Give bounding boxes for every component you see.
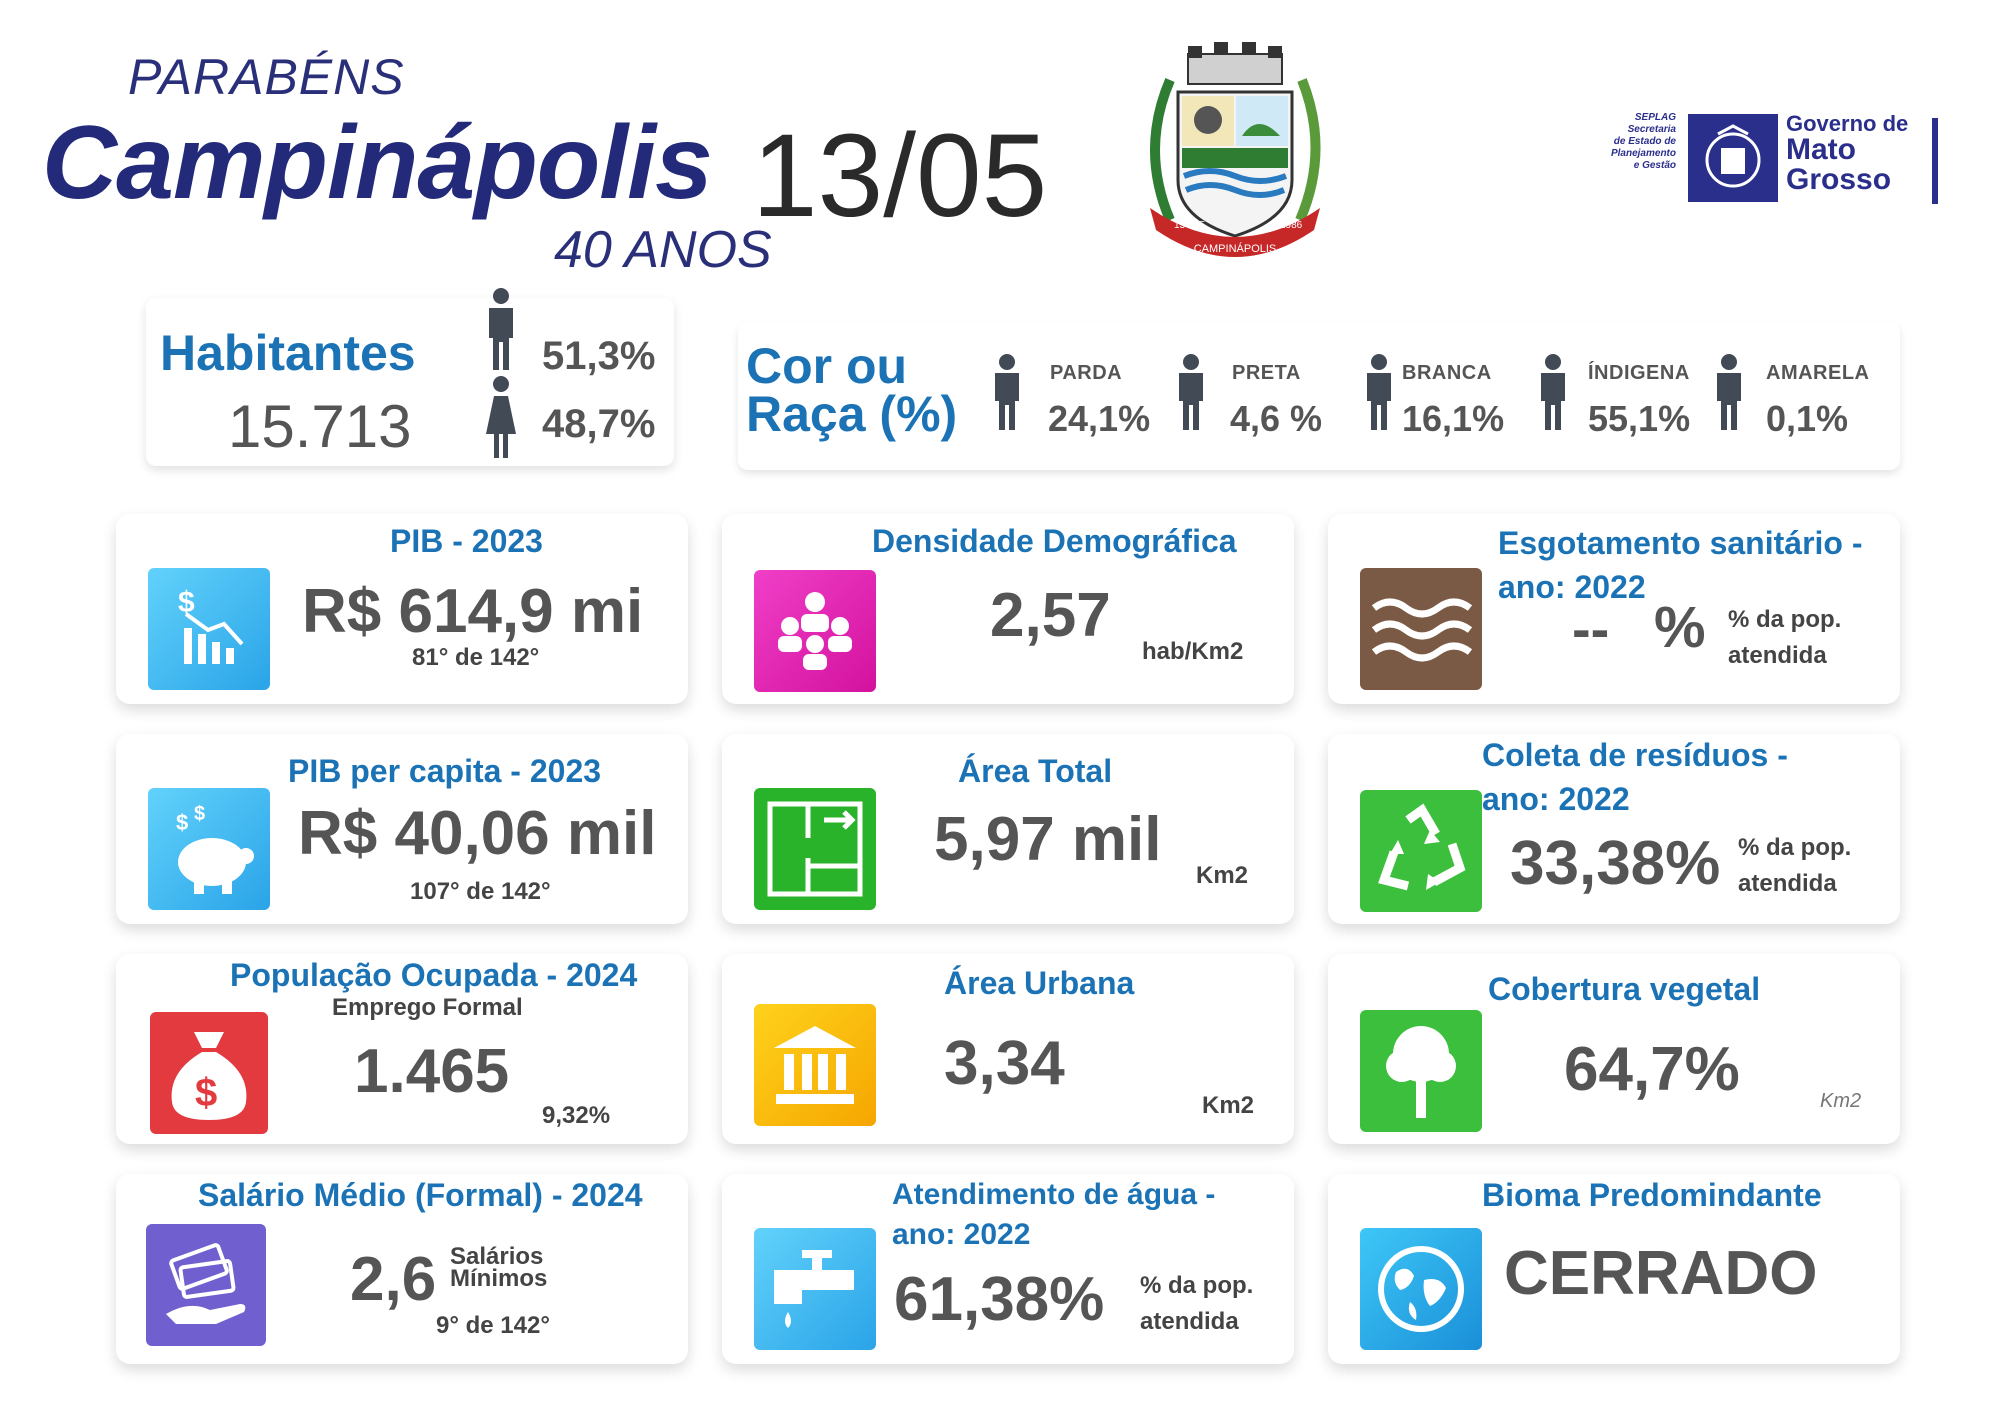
- male-icon: [484, 288, 518, 375]
- race-label: BRANCA: [1402, 362, 1492, 384]
- person-icon: [1179, 354, 1203, 430]
- salario-unit: Salários Mínimos: [450, 1243, 548, 1292]
- card-populacao-ocupada: População Ocupada - 2024 Emprego Formal …: [116, 954, 688, 1144]
- race-value: 55,1%: [1588, 398, 1691, 439]
- area-urbana-unit: Km2: [1202, 1092, 1255, 1119]
- crest-year: 1986: [1280, 220, 1303, 231]
- person-icon: [1717, 354, 1741, 430]
- female-percentage: 48,7%: [542, 402, 656, 446]
- population-panel: [146, 298, 674, 466]
- anniversary-date: 13/05: [752, 110, 1048, 242]
- population-value: 15.713: [228, 393, 412, 460]
- people-group-icon: [754, 570, 876, 692]
- card-atendimento-agua: Atendimento de água - ano: 2022 61,38% %…: [722, 1174, 1294, 1364]
- race-label: PARDA: [1050, 362, 1123, 384]
- pop-ocupada-subtitle: Emprego Formal: [332, 994, 523, 1021]
- anniversary-years: 40 ANOS: [554, 221, 772, 279]
- area-total-unit: Km2: [1196, 862, 1249, 889]
- person-icon: [995, 354, 1019, 430]
- water-tap-icon: [754, 1228, 876, 1350]
- race-value: 16,1%: [1402, 398, 1505, 439]
- residuos-unit-line2: atendida: [1738, 870, 1837, 897]
- pop-ocupada-value: 1.465: [354, 1037, 510, 1106]
- municipal-coat-of-arms: 13 - 05 1986 CAMPINÁPOLIS: [1130, 40, 1340, 270]
- globe-icon: [1360, 1228, 1482, 1350]
- pib-rank: 81° de 142°: [412, 644, 540, 671]
- svg-text:$: $: [195, 1071, 217, 1115]
- svg-text:$: $: [194, 803, 205, 825]
- money-bag-icon: $: [150, 1012, 268, 1134]
- residuos-unit-line1: % da pop.: [1738, 834, 1852, 861]
- salario-rank: 9° de 142°: [436, 1312, 550, 1339]
- race-value: 24,1%: [1048, 398, 1151, 439]
- svg-text:$: $: [178, 586, 195, 619]
- esgoto-percent-sign: %: [1654, 595, 1706, 660]
- person-icon: [1541, 354, 1565, 430]
- residuos-value: 33,38%: [1510, 829, 1721, 898]
- agua-value: 61,38%: [894, 1265, 1105, 1334]
- card-densidade: Densidade Demográfica 2,57 hab/Km2: [722, 514, 1294, 704]
- female-icon: [484, 376, 518, 463]
- pib-value: R$ 614,9 mi: [302, 577, 644, 646]
- card-pib-capita: PIB per capita - 2023 $ $ R$ 40,06 mil 1…: [116, 734, 688, 924]
- pop-ocupada-percent: 9,32%: [542, 1102, 611, 1129]
- bank-building-icon: [754, 1004, 876, 1126]
- esgoto-unit-line2: atendida: [1728, 642, 1827, 669]
- race-title: Cor ou Raça (%): [746, 338, 958, 442]
- tree-icon: [1360, 1010, 1482, 1132]
- pib-capita-rank: 107° de 142°: [410, 878, 551, 905]
- city-name: Campinápolis: [42, 105, 713, 221]
- recycle-icon: [1360, 790, 1482, 912]
- densidade-value: 2,57: [990, 581, 1111, 650]
- card-bioma: Bioma Predomindante CERRADO: [1328, 1174, 1900, 1364]
- chart-down-dollar-icon: $: [148, 568, 270, 690]
- population-title: Habitantes: [160, 325, 416, 381]
- area-total-value: 5,97 mil: [934, 805, 1162, 874]
- person-icon: [1367, 354, 1391, 430]
- svg-text:$: $: [176, 810, 188, 835]
- vegetal-value: 64,7%: [1564, 1035, 1740, 1104]
- piggy-bank-icon: $ $: [148, 788, 270, 910]
- male-percentage: 51,3%: [542, 334, 656, 378]
- race-panel: [738, 322, 1900, 470]
- race-label: ÍNDIGENA: [1588, 362, 1690, 384]
- card-residuos: Coleta de resíduos - ano: 2022 33,38% % …: [1328, 734, 1900, 924]
- card-cobertura-vegetal: Cobertura vegetal 64,7% Km2: [1328, 954, 1900, 1144]
- card-area-urbana: Área Urbana 3,34 Km2: [722, 954, 1294, 1144]
- race-label: PRETA: [1232, 362, 1301, 384]
- greeting: PARABÉNS: [128, 49, 405, 105]
- crest-name: CAMPINÁPOLIS: [1194, 242, 1277, 255]
- waves-icon: [1360, 568, 1482, 690]
- race-label: AMARELA: [1766, 362, 1870, 384]
- card-salario-medio: Salário Médio (Formal) - 2024 2,6 Salári…: [116, 1174, 688, 1364]
- esgoto-value: --: [1572, 597, 1610, 660]
- esgoto-unit-line1: % da pop.: [1728, 606, 1842, 633]
- vegetal-unit: Km2: [1820, 1090, 1862, 1112]
- agua-unit-line2: atendida: [1140, 1308, 1239, 1335]
- card-area-total: Área Total 5,97 mil Km2: [722, 734, 1294, 924]
- agua-unit-line1: % da pop.: [1140, 1272, 1254, 1299]
- crest-left-date: 13 - 05: [1174, 220, 1206, 231]
- bioma-value: CERRADO: [1504, 1239, 1818, 1308]
- race-value: 4,6 %: [1230, 398, 1323, 439]
- card-pib: PIB - 2023 $ R$ 614,9 mi 81° de 142°: [116, 514, 688, 704]
- cash-hand-icon: [146, 1224, 266, 1346]
- government-logo: SEPLAG Secretaria de Estado de Planejame…: [1600, 112, 1940, 212]
- card-esgotamento: Esgotamento sanitário - ano: 2022 -- % %…: [1328, 514, 1900, 704]
- race-value: 0,1%: [1766, 398, 1849, 439]
- densidade-unit: hab/Km2: [1142, 638, 1244, 665]
- state-seal-icon: [1688, 114, 1778, 202]
- salario-value: 2,6: [350, 1245, 437, 1314]
- pib-capita-value: R$ 40,06 mil: [298, 799, 657, 868]
- area-urbana-value: 3,34: [944, 1029, 1065, 1098]
- floor-plan-icon: [754, 788, 876, 910]
